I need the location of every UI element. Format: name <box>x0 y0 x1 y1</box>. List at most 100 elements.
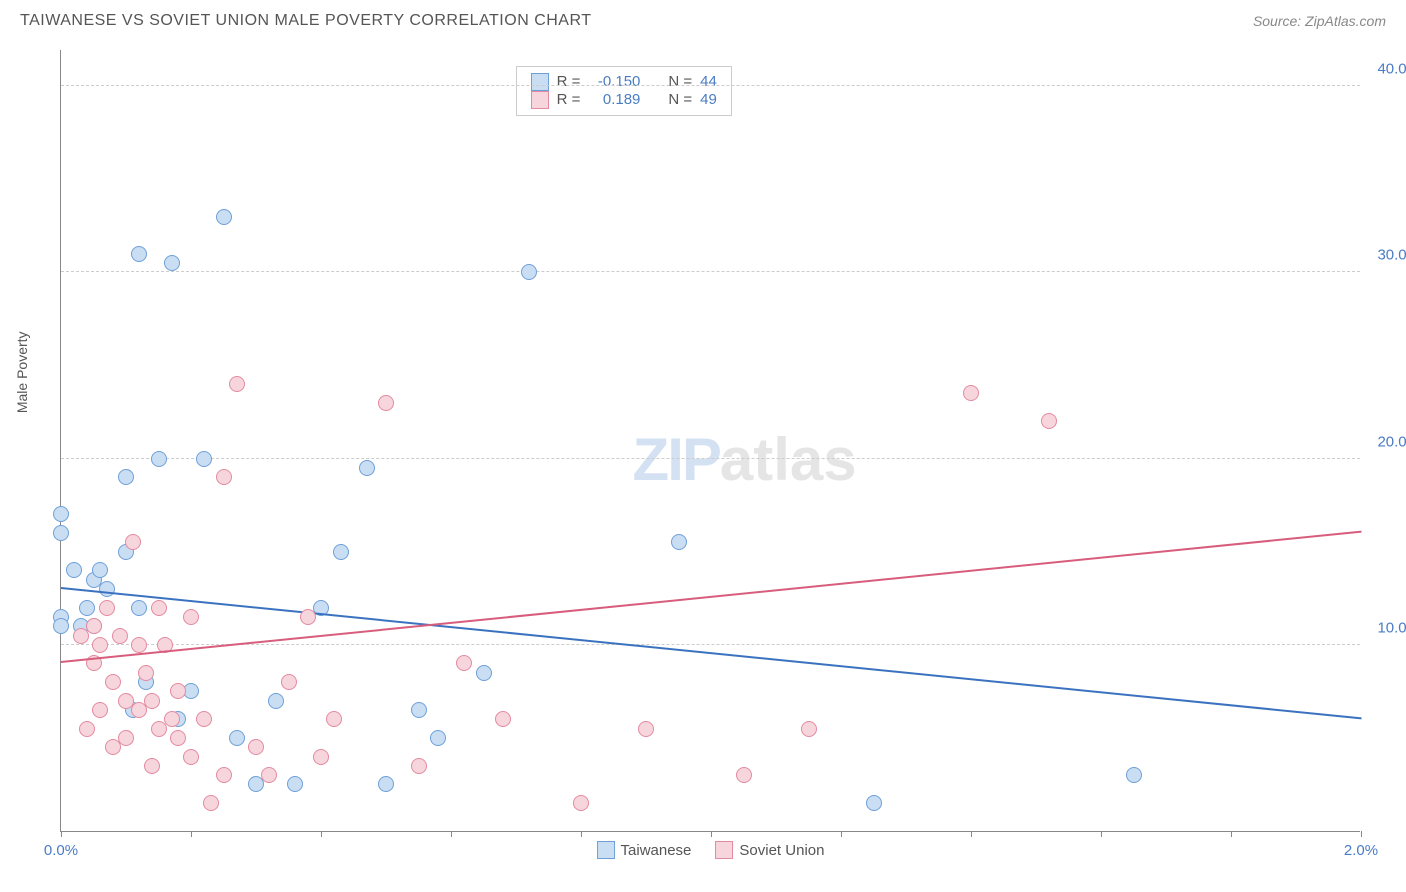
data-point <box>476 665 492 681</box>
data-point <box>99 600 115 616</box>
data-point <box>79 600 95 616</box>
data-point <box>196 451 212 467</box>
data-point <box>144 758 160 774</box>
legend-r-label: R = <box>557 73 581 90</box>
data-point <box>79 721 95 737</box>
gridline <box>61 458 1360 459</box>
legend-label: Soviet Union <box>739 842 824 859</box>
data-point <box>359 460 375 476</box>
data-point <box>53 618 69 634</box>
data-point <box>261 767 277 783</box>
data-point <box>378 395 394 411</box>
data-point <box>66 562 82 578</box>
data-point <box>430 730 446 746</box>
gridline <box>61 85 1360 86</box>
data-point <box>86 618 102 634</box>
x-tick <box>841 831 842 837</box>
x-tick <box>321 831 322 837</box>
data-point <box>229 730 245 746</box>
legend-label: Taiwanese <box>621 842 692 859</box>
data-point <box>521 264 537 280</box>
legend-r-value: 0.189 <box>588 91 640 108</box>
watermark-zip: ZIP <box>633 426 720 493</box>
data-point <box>866 795 882 811</box>
y-axis-label: Male Poverty <box>14 331 30 413</box>
data-point <box>170 730 186 746</box>
data-point <box>112 628 128 644</box>
legend-row: R = -0.150 N = 44 <box>531 73 717 91</box>
x-tick <box>1231 831 1232 837</box>
data-point <box>151 451 167 467</box>
data-point <box>196 711 212 727</box>
legend-n-label: N = <box>668 73 692 90</box>
regression-line <box>61 587 1361 719</box>
data-point <box>1126 767 1142 783</box>
data-point <box>170 683 186 699</box>
watermark-atlas: atlas <box>720 426 857 493</box>
data-point <box>118 730 134 746</box>
data-point <box>53 506 69 522</box>
data-point <box>313 749 329 765</box>
legend-swatch <box>531 91 549 109</box>
legend-swatch <box>531 73 549 91</box>
x-tick <box>1101 831 1102 837</box>
data-point <box>1041 413 1057 429</box>
data-point <box>281 674 297 690</box>
x-tick-label: 0.0% <box>44 842 78 859</box>
data-point <box>963 385 979 401</box>
data-point <box>456 655 472 671</box>
data-point <box>287 776 303 792</box>
data-point <box>638 721 654 737</box>
data-point <box>138 665 154 681</box>
x-tick-label: 2.0% <box>1344 842 1378 859</box>
chart-header: TAIWANESE VS SOVIET UNION MALE POVERTY C… <box>0 0 1406 38</box>
data-point <box>183 749 199 765</box>
data-point <box>216 767 232 783</box>
chart-title: TAIWANESE VS SOVIET UNION MALE POVERTY C… <box>20 12 592 30</box>
data-point <box>99 581 115 597</box>
data-point <box>92 637 108 653</box>
legend-r-value: -0.150 <box>588 73 640 90</box>
legend-n-value: 44 <box>700 73 717 90</box>
data-point <box>229 376 245 392</box>
data-point <box>268 693 284 709</box>
data-point <box>131 600 147 616</box>
gridline <box>61 271 1360 272</box>
x-tick <box>711 831 712 837</box>
data-point <box>151 600 167 616</box>
data-point <box>131 246 147 262</box>
legend-n-value: 49 <box>700 91 717 108</box>
legend-item: Taiwanese <box>597 841 692 859</box>
data-point <box>411 702 427 718</box>
data-point <box>118 469 134 485</box>
data-point <box>105 674 121 690</box>
correlation-legend: R = -0.150 N = 44 R = 0.189 N = 49 <box>516 66 732 116</box>
legend-swatch <box>715 841 733 859</box>
data-point <box>203 795 219 811</box>
data-point <box>326 711 342 727</box>
y-tick-label: 40.0% <box>1377 61 1406 78</box>
data-point <box>144 693 160 709</box>
data-point <box>131 637 147 653</box>
y-tick-label: 30.0% <box>1377 247 1406 264</box>
data-point <box>92 702 108 718</box>
legend-n-label: N = <box>668 91 692 108</box>
data-point <box>216 469 232 485</box>
data-point <box>53 525 69 541</box>
data-point <box>164 255 180 271</box>
x-tick <box>451 831 452 837</box>
data-point <box>801 721 817 737</box>
watermark: ZIPatlas <box>633 425 857 494</box>
data-point <box>495 711 511 727</box>
scatter-chart: ZIPatlas R =-0.150N =44R =0.189N =49 Tai… <box>60 50 1360 832</box>
series-legend: Taiwanese Soviet Union <box>597 841 825 859</box>
legend-row: R = 0.189 N = 49 <box>531 91 717 109</box>
data-point <box>92 562 108 578</box>
y-tick-label: 10.0% <box>1377 619 1406 636</box>
gridline <box>61 644 1360 645</box>
data-point <box>183 609 199 625</box>
legend-r-label: R = <box>557 91 581 108</box>
data-point <box>125 534 141 550</box>
y-tick-label: 20.0% <box>1377 433 1406 450</box>
data-point <box>333 544 349 560</box>
